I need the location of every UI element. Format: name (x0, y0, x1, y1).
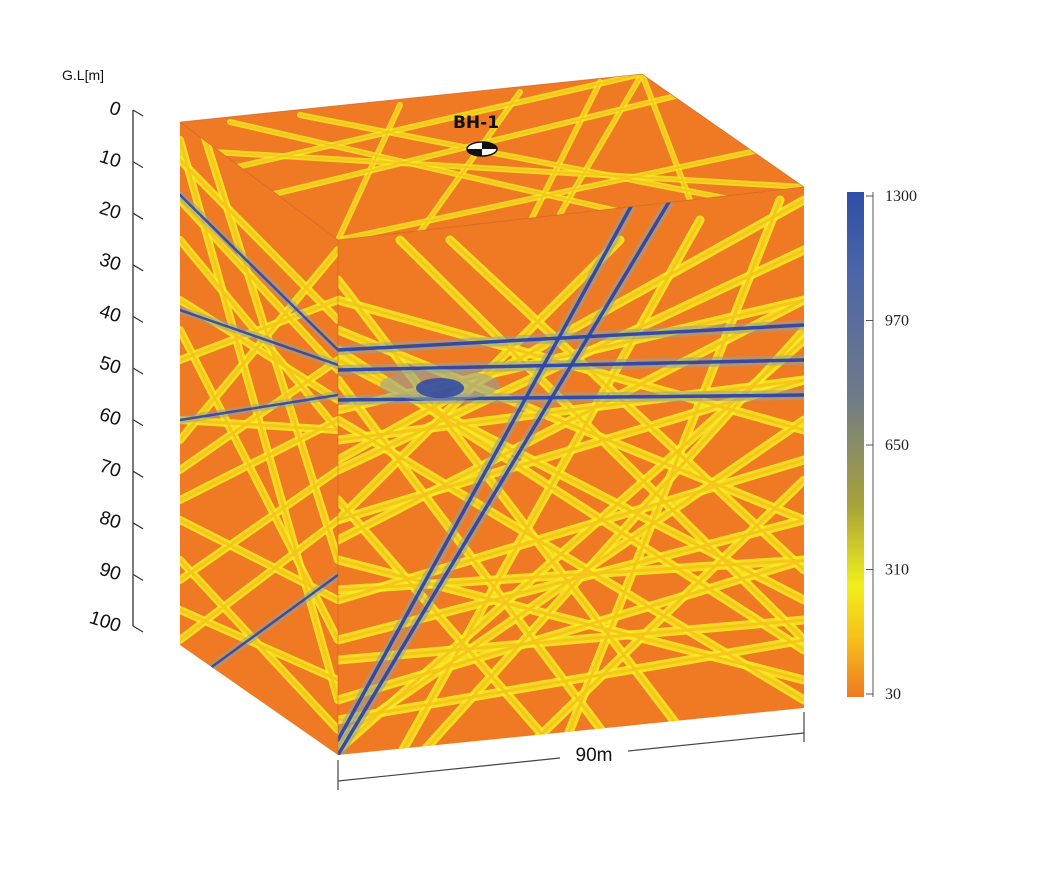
ray-path (180, 138, 338, 702)
ray-path (180, 468, 338, 582)
depth-tick-label: 100 (87, 607, 124, 637)
depth-tick-mark (132, 315, 144, 323)
depth-tick-mark (132, 264, 144, 272)
depth-tick-label: 0 (107, 98, 124, 121)
width-dimension-label: 90m (576, 745, 613, 766)
anomaly-path (180, 193, 338, 352)
ray-path (337, 104, 401, 240)
width-dimension: 90m (337, 712, 805, 790)
depth-tick-mark (132, 212, 144, 220)
depth-tick-mark (132, 419, 144, 427)
ray-path (338, 338, 804, 752)
depth-tick-label: 90 (97, 559, 124, 586)
ray-path (338, 558, 804, 702)
anomaly-path (338, 188, 642, 742)
depth-axis-ticks: 0 10 20 30 40 50 60 70 80 90 100 (87, 98, 144, 637)
ray-path (338, 498, 562, 755)
colorbar-tick-label: 1300 (885, 188, 917, 205)
depth-tick-label: 60 (97, 404, 124, 431)
anomaly-path (338, 323, 804, 352)
depth-tick-label: 40 (97, 301, 124, 328)
colorbar-tick-label: 970 (885, 313, 909, 330)
depth-tick-mark (132, 161, 144, 169)
depth-tick-mark (132, 573, 144, 581)
ray-path (529, 81, 601, 223)
ray-path (337, 149, 761, 240)
depth-axis: G.L[m] 0 10 20 30 40 50 60 70 80 90 100 (62, 67, 144, 637)
ray-path (338, 558, 804, 682)
ray-path (338, 418, 804, 742)
colorbar-tick-label: 30 (885, 686, 901, 703)
anomaly-path (338, 187, 702, 755)
cube-front-face (338, 187, 804, 755)
ray-path (180, 298, 338, 362)
ray-path (558, 198, 782, 755)
ray-path (338, 458, 804, 602)
ray-path (180, 158, 338, 322)
colorbar-tick-label: 650 (885, 437, 909, 454)
ray-path (419, 91, 521, 233)
cube-edges (179, 73, 806, 755)
ray-path (338, 378, 804, 442)
anomaly-path (180, 308, 338, 367)
ray-path (418, 328, 804, 755)
ray-path (518, 478, 804, 755)
ray-path (180, 518, 338, 642)
colorbar: 1300 970 650 310 30 (847, 188, 917, 703)
ray-path (338, 558, 804, 592)
anomaly-path (180, 393, 338, 422)
ray-path (338, 198, 804, 462)
ray-path (398, 238, 804, 642)
anomaly-core (416, 378, 464, 398)
borehole-symbol-icon (466, 141, 498, 157)
ray-path (338, 278, 702, 755)
ray-path (180, 608, 338, 682)
borehole-label: BH-1 (453, 113, 499, 133)
colorbar-tick-label: 310 (885, 562, 909, 579)
depth-tick-label: 10 (97, 146, 124, 173)
depth-tick-mark (132, 625, 144, 633)
ray-path (180, 418, 338, 502)
depth-tick-label: 20 (97, 198, 124, 225)
ray-path (641, 74, 691, 201)
ray-path (448, 238, 804, 572)
ray-path (180, 328, 338, 642)
ray-path (338, 378, 622, 755)
depth-tick-label: 80 (97, 507, 124, 534)
depth-axis-unit-label: G.L[m] (62, 67, 104, 83)
ray-path (299, 114, 761, 206)
depth-tick-mark (132, 367, 144, 375)
ray-path (338, 618, 804, 662)
depth-tick-label: 70 (97, 456, 124, 483)
ray-path (338, 298, 804, 542)
ray-path (338, 328, 804, 522)
ray-path (180, 248, 338, 442)
depth-tick-mark (132, 470, 144, 478)
depth-tick-label: 30 (97, 249, 124, 276)
colorbar-ticks: 1300 970 650 310 30 (866, 188, 917, 703)
ray-path (180, 74, 643, 181)
borehole-marker: BH-1 (453, 113, 499, 157)
colorbar-ramp (847, 192, 864, 697)
cube-left-face (180, 122, 338, 755)
cube-top-face (180, 74, 804, 240)
depth-tick-label: 50 (97, 353, 124, 380)
depth-tick-mark (132, 109, 144, 117)
ray-path (338, 638, 804, 722)
depth-tick-mark (132, 522, 144, 530)
